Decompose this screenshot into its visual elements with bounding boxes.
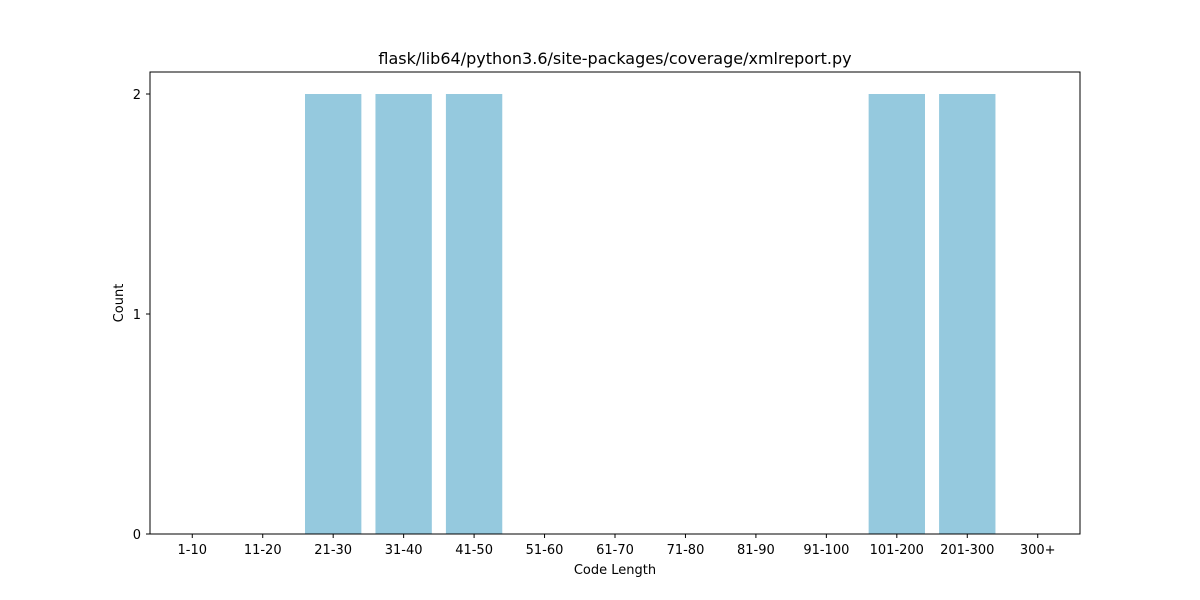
x-tick-label: 61-70 xyxy=(596,543,634,558)
bar-21-30 xyxy=(305,94,362,534)
x-tick-label: 101-200 xyxy=(870,543,924,558)
x-tick-label: 31-40 xyxy=(385,543,423,558)
x-axis-ticks: 1-10 11-20 21-30 31-40 41-50 51-60 61-70 71-80 8… xyxy=(178,534,1056,558)
x-tick-label: 201-300 xyxy=(940,543,994,558)
y-tick-label: 1 xyxy=(133,308,141,323)
x-tick-label: 71-80 xyxy=(667,543,705,558)
y-tick-label: 0 xyxy=(133,528,141,543)
chart-title: flask/lib64/python3.6/site-packages/cove… xyxy=(378,49,851,68)
x-tick-label: 11-20 xyxy=(244,543,282,558)
x-tick-label: 91-100 xyxy=(803,543,849,558)
bar-41-50 xyxy=(445,94,503,534)
bars-group xyxy=(305,94,996,534)
bar-201-300 xyxy=(939,94,996,534)
bar-31-40 xyxy=(375,94,432,534)
bar-101-200 xyxy=(868,94,925,534)
x-tick-label: 21-30 xyxy=(314,543,352,558)
x-tick-label: 41-50 xyxy=(455,543,493,558)
x-tick-label: 300+ xyxy=(1020,543,1056,558)
x-axis-label: Code Length xyxy=(574,563,656,578)
y-axis-label: Count xyxy=(112,284,127,323)
x-tick-label: 1-10 xyxy=(178,543,208,558)
x-tick-label: 81-90 xyxy=(737,543,775,558)
x-tick-label: 51-60 xyxy=(526,543,564,558)
y-axis-ticks: 0 1 2 xyxy=(133,88,150,543)
y-tick-label: 2 xyxy=(133,88,141,103)
